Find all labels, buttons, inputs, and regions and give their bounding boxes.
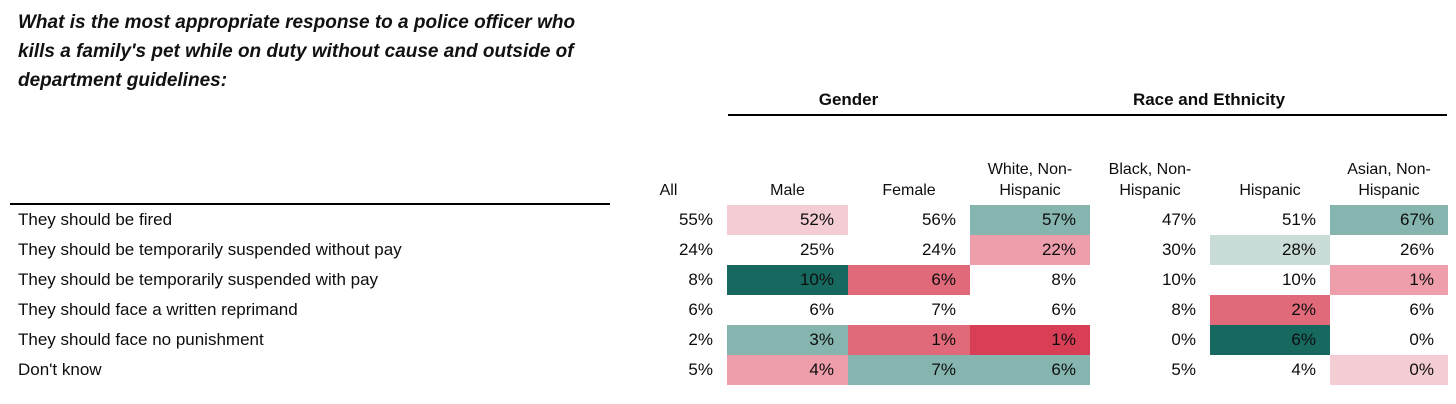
column-header-white-nh: White, Non-Hispanic xyxy=(970,142,1090,203)
row-label: They should be temporarily suspended wit… xyxy=(18,240,402,259)
table-cell: 51% xyxy=(1281,210,1316,229)
column-header-label: Female xyxy=(882,182,936,199)
table-cell: 10% xyxy=(727,265,848,295)
table-cell: 3% xyxy=(727,325,848,355)
table-cell: 6% xyxy=(1409,300,1434,319)
table-cell: 10% xyxy=(1281,270,1316,289)
table-cell: 67% xyxy=(1330,205,1448,235)
table-cell: 47% xyxy=(1161,210,1196,229)
column-header-label: Black, Non-Hispanic xyxy=(1108,161,1192,199)
table-cell: 8% xyxy=(1171,300,1196,319)
table-cell: 25% xyxy=(799,240,834,259)
group-header-gender: Gender xyxy=(818,90,879,109)
table-cell: 7% xyxy=(848,355,970,385)
table-cell: 57% xyxy=(970,205,1090,235)
table-cell: 30% xyxy=(1161,240,1196,259)
group-header-rule xyxy=(728,114,1447,116)
table-cell: 2% xyxy=(1210,295,1330,325)
data-table: They should be fired 55% 52% 56% 57% 47%… xyxy=(8,205,1448,385)
column-header-hispanic: Hispanic xyxy=(1210,142,1330,203)
row-label: They should be temporarily suspended wit… xyxy=(18,270,379,289)
table-cell: 4% xyxy=(1291,360,1316,379)
table-cell: 26% xyxy=(1399,240,1434,259)
table-cell: 55% xyxy=(678,210,713,229)
column-header-row: All Male Female White, Non-Hispanic Blac… xyxy=(610,142,1448,203)
column-header-all: All xyxy=(610,142,727,203)
table-cell: 5% xyxy=(1171,360,1196,379)
table-cell: 24% xyxy=(921,240,956,259)
table-cell: 5% xyxy=(688,360,713,379)
table-cell: 1% xyxy=(1330,265,1448,295)
table-cell: 52% xyxy=(727,205,848,235)
group-header-race-ethnicity: Race and Ethnicity xyxy=(1132,90,1286,109)
table-cell: 22% xyxy=(970,235,1090,265)
column-header-asian-nh: Asian, Non-Hispanic xyxy=(1330,142,1448,203)
column-header-male: Male xyxy=(727,142,848,203)
column-header-female: Female xyxy=(848,142,970,203)
table-cell: 7% xyxy=(931,300,956,319)
column-header-label: All xyxy=(659,182,678,199)
table-cell: 24% xyxy=(678,240,713,259)
table-cell: 10% xyxy=(1161,270,1196,289)
table-cell: 6% xyxy=(688,300,713,319)
row-label: They should face a written reprimand xyxy=(18,300,298,319)
column-header-label: Asian, Non-Hispanic xyxy=(1347,161,1431,199)
table-cell: 6% xyxy=(1210,325,1330,355)
question-text: What is the most appropriate response to… xyxy=(18,12,576,91)
column-header-label: Male xyxy=(770,182,805,199)
table-cell: 8% xyxy=(688,270,713,289)
table-cell: 8% xyxy=(1051,270,1076,289)
table-cell: 1% xyxy=(970,325,1090,355)
row-label: They should be fired xyxy=(18,210,173,229)
table-cell: 4% xyxy=(727,355,848,385)
table-cell: 2% xyxy=(688,330,713,349)
column-header-label: White, Non-Hispanic xyxy=(987,161,1073,199)
table-cell: 6% xyxy=(809,300,834,319)
table-cell: 0% xyxy=(1409,330,1434,349)
column-header-label: Hispanic xyxy=(1239,182,1301,199)
row-label: Don't know xyxy=(18,360,102,379)
row-label: They should face no punishment xyxy=(18,330,264,349)
table-cell: 0% xyxy=(1171,330,1196,349)
row-label-rule xyxy=(10,203,610,205)
table-cell: 0% xyxy=(1330,355,1448,385)
column-header-black-nh: Black, Non-Hispanic xyxy=(1090,142,1210,203)
table-cell: 56% xyxy=(921,210,956,229)
table-cell: 6% xyxy=(848,265,970,295)
table-cell: 1% xyxy=(848,325,970,355)
table-cell: 6% xyxy=(1051,300,1076,319)
table-cell: 28% xyxy=(1210,235,1330,265)
table-cell: 6% xyxy=(970,355,1090,385)
